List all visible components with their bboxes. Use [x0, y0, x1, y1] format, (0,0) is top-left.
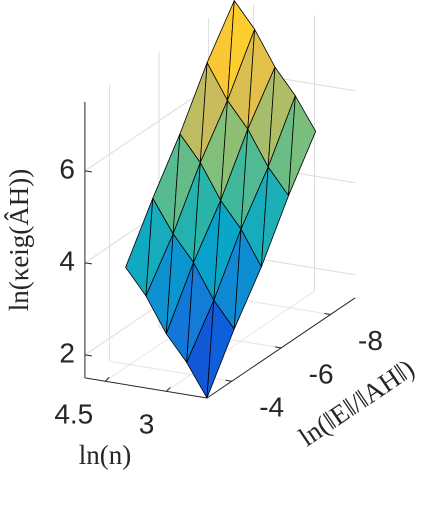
x-axis-label: ln(n) — [79, 440, 131, 470]
z-tick — [84, 170, 92, 173]
grid-line — [166, 290, 315, 392]
z-axis-label: ln(κeig(ÂH)) — [4, 169, 34, 312]
y-tick-label: -8 — [358, 325, 383, 356]
y-tick-label: -6 — [309, 358, 334, 389]
x-tick-label: 4.5 — [54, 399, 93, 430]
surface-face — [206, 299, 235, 399]
z-tick-label: 2 — [59, 337, 75, 368]
x-axis — [84, 377, 208, 399]
y-tick-label: -4 — [259, 392, 284, 423]
x-tick-label: 3 — [139, 409, 155, 440]
surface-face — [233, 228, 262, 330]
y-tick — [275, 346, 282, 349]
z-tick-label: 6 — [59, 153, 75, 184]
z-tick — [84, 354, 92, 357]
x-tick — [165, 386, 171, 392]
x-tick — [104, 376, 110, 382]
z-tick-label: 4 — [59, 245, 75, 276]
y-tick — [324, 313, 331, 315]
surface-face — [260, 166, 289, 268]
z-tick — [84, 262, 92, 265]
surface-face — [288, 95, 317, 197]
y-tick — [225, 379, 232, 382]
